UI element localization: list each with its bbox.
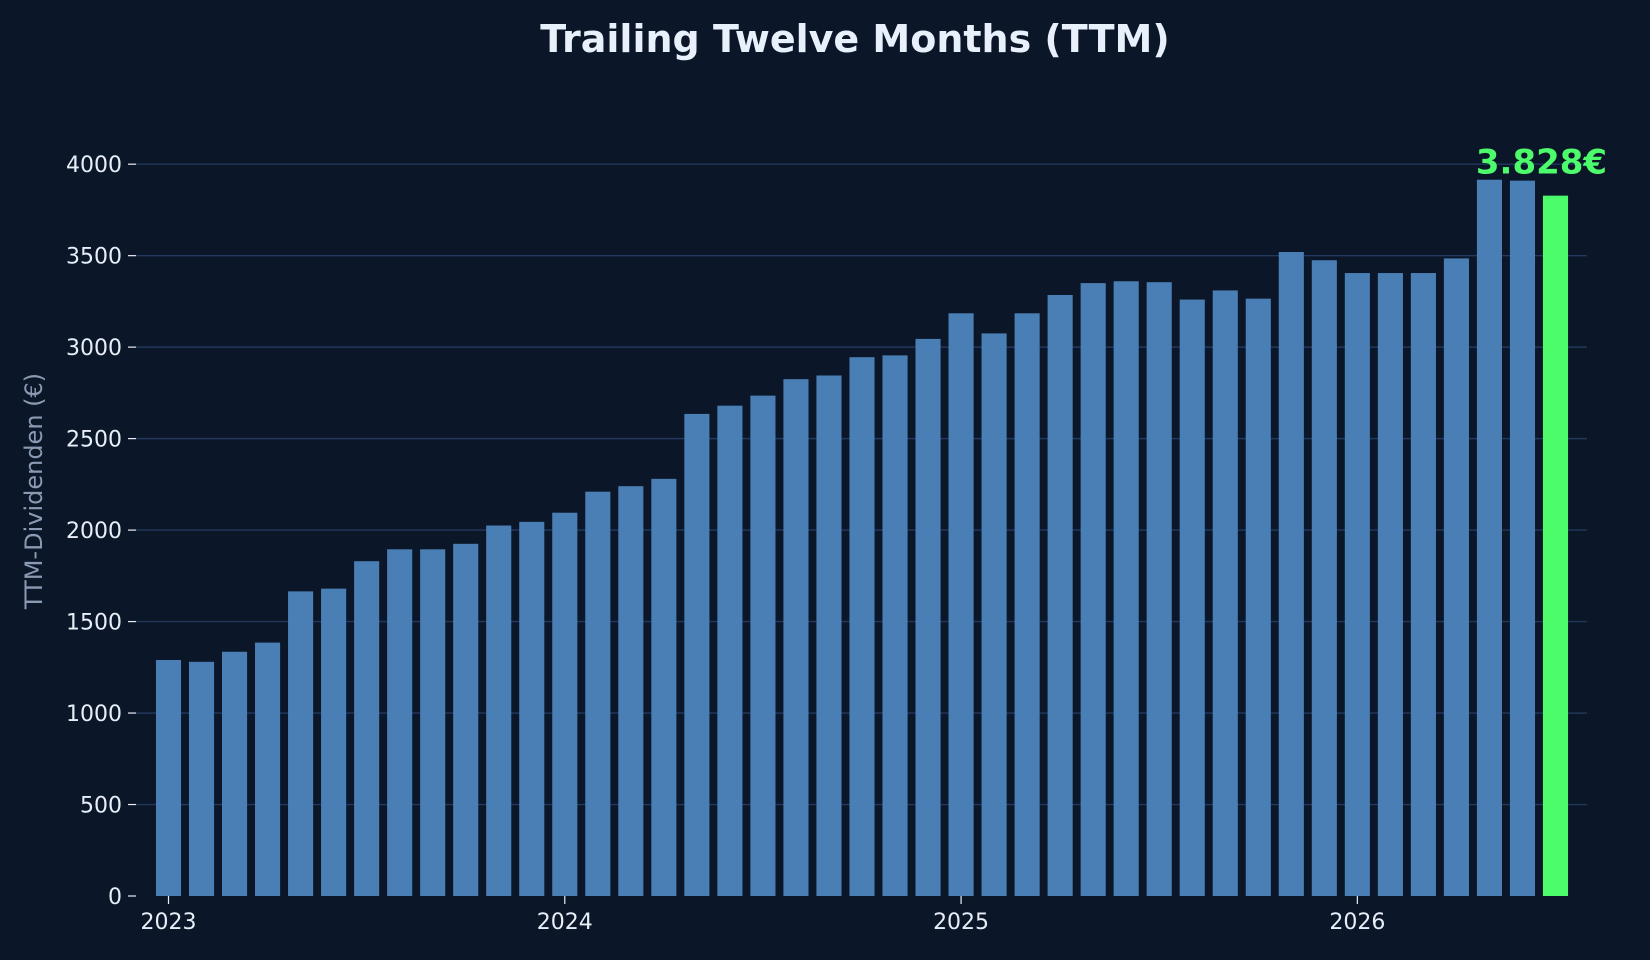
bar [882,355,908,896]
bar [1311,260,1337,897]
x-axis-ticks: 2023 2024 2025 2026 [141,896,1385,935]
bar [1080,283,1106,896]
bar [354,561,380,896]
bar [221,651,248,896]
y-tick-label: 1500 [66,611,122,636]
bar [1047,294,1073,896]
bar [519,521,545,896]
x-tick-label: 2024 [537,910,593,935]
y-tick-label: 1000 [66,702,122,727]
bar [1014,313,1040,896]
bar [288,591,314,896]
bar [1377,273,1403,896]
bar [1179,299,1205,896]
y-axis-label: TTM-Dividenden (€) [20,373,48,610]
x-tick-label: 2025 [933,910,989,935]
bar [618,486,644,896]
bar [1509,180,1536,897]
bar [750,395,776,896]
y-tick-label: 4000 [66,153,122,178]
bar [651,478,677,896]
y-tick-label: 0 [108,885,122,910]
bar [552,512,578,896]
bar [585,491,611,896]
bar [1476,179,1503,896]
y-tick-label: 2500 [66,428,122,453]
bar [1146,282,1172,896]
y-axis-ticks: 0 500 1000 1500 2000 2500 3000 3500 4000 [66,153,136,910]
bar [849,357,875,896]
bar [1113,281,1139,897]
bar [684,413,710,896]
y-tick-label: 3000 [66,336,122,361]
bar [1212,290,1238,897]
bar [1443,258,1469,896]
bar [321,588,347,896]
bar [255,642,281,896]
bar [420,549,446,896]
bar [1410,273,1436,896]
y-tick-label: 500 [80,794,122,819]
bar [453,543,479,896]
x-tick-label: 2023 [141,910,197,935]
bar [387,549,413,896]
bar [915,338,941,896]
y-tick-label: 3500 [66,245,122,270]
bar [1278,252,1304,896]
bar [948,313,974,896]
bar-highlight [1542,195,1569,896]
bar [155,659,182,896]
bar [783,379,809,896]
y-tick-label: 2000 [66,519,122,544]
bar [188,661,215,896]
x-tick-label: 2026 [1329,910,1385,935]
bar [486,525,512,896]
bar [1245,298,1271,896]
bar [1344,273,1370,896]
chart-title: Trailing Twelve Months (TTM) [540,17,1169,61]
highlight-value-label: 3.828€ [1476,143,1607,183]
bars [155,179,1569,897]
bar [717,405,743,896]
bar [816,375,842,896]
bar [981,333,1007,896]
